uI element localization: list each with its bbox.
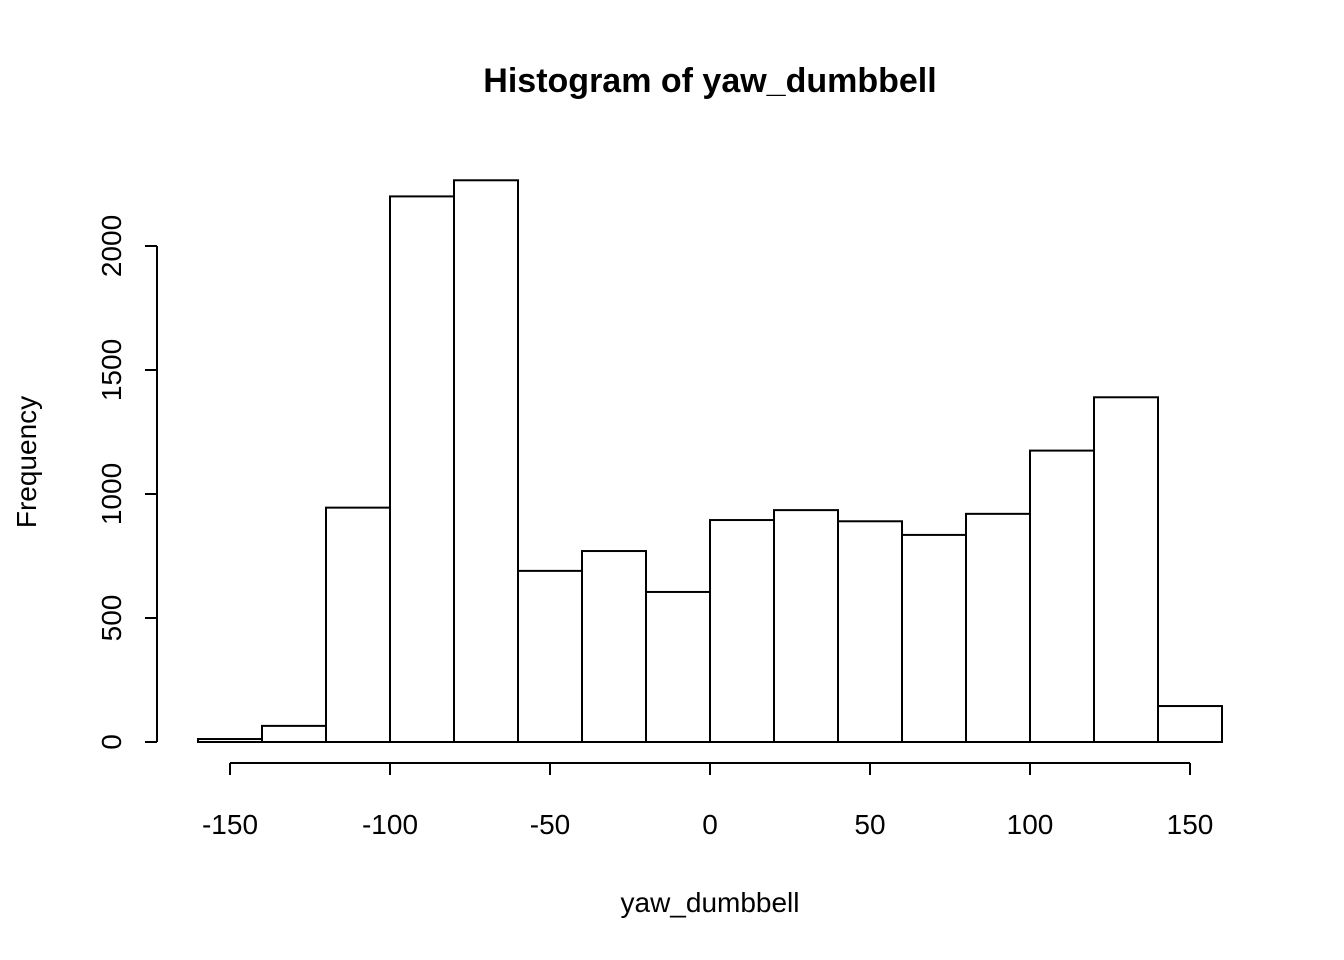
bar <box>773 509 839 743</box>
x-axis-label: yaw_dumbbell <box>621 887 800 918</box>
y-tick-label: 1000 <box>96 463 127 525</box>
x-tick-label: 50 <box>854 809 885 840</box>
y-tick-label: 1500 <box>96 339 127 401</box>
bar <box>645 590 711 744</box>
bar <box>261 724 327 744</box>
bar <box>709 519 775 743</box>
x-tick-label: -100 <box>362 809 418 840</box>
bar <box>389 195 455 743</box>
bar <box>1029 449 1095 743</box>
y-tick-label: 500 <box>96 595 127 642</box>
bar <box>197 738 263 743</box>
x-tick-label: -150 <box>202 809 258 840</box>
x-tick-label: 100 <box>1007 809 1054 840</box>
bar <box>325 506 391 744</box>
bar <box>1157 705 1223 743</box>
bar <box>581 550 647 743</box>
y-axis-label: Frequency <box>11 396 42 528</box>
y-tick-label: 0 <box>96 734 127 750</box>
bar <box>453 179 519 743</box>
bar <box>901 533 967 743</box>
bar <box>837 520 903 744</box>
x-tick-label: 150 <box>1167 809 1214 840</box>
x-tick-label: 0 <box>702 809 718 840</box>
bar <box>965 512 1031 744</box>
bar <box>1093 396 1159 743</box>
bar <box>517 569 583 743</box>
x-tick-label: -50 <box>530 809 570 840</box>
y-tick-label: 2000 <box>96 215 127 277</box>
chart-title: Histogram of yaw_dumbbell <box>483 62 936 100</box>
